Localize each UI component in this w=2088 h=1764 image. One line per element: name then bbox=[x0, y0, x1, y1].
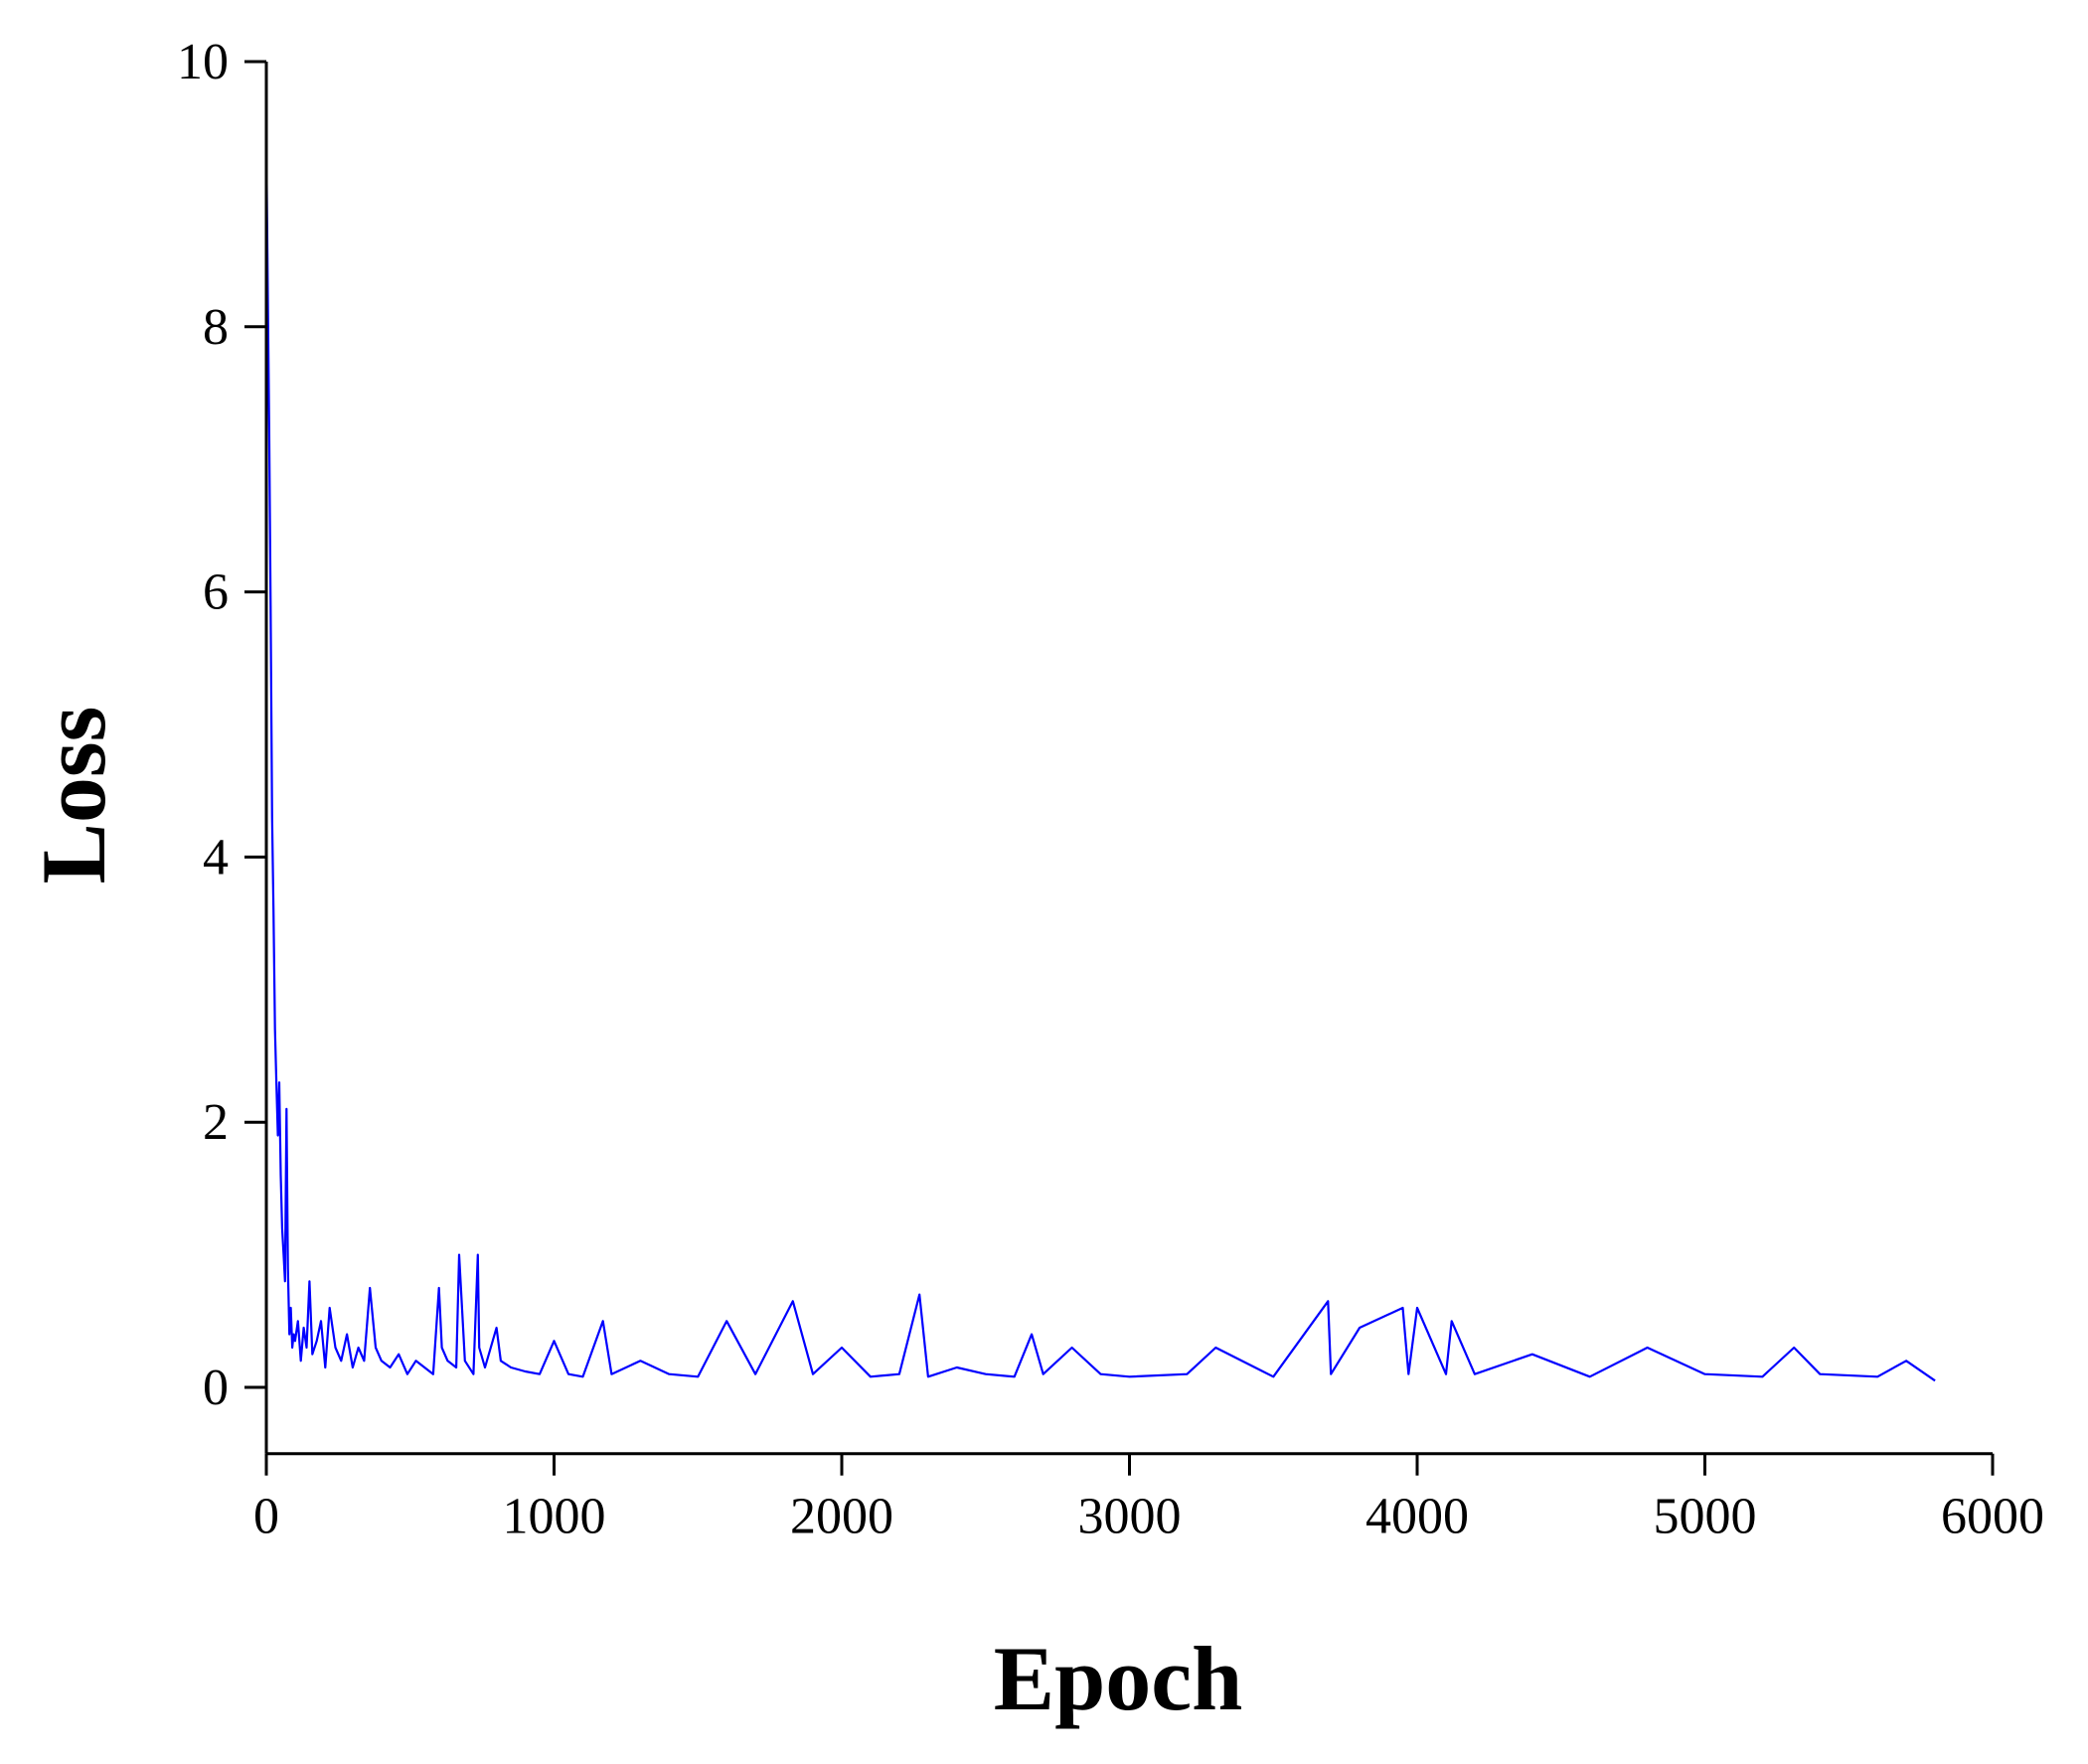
x-axis-title: Epoch bbox=[994, 1628, 1243, 1729]
plot-area bbox=[264, 140, 1936, 1382]
y-tick-label: 8 bbox=[203, 299, 229, 356]
axes: 0 2 4 6 8 10 0 1000 2000 3000 4000 5000 6000 bbox=[177, 34, 2044, 1545]
x-tick-label: 0 bbox=[253, 1489, 279, 1545]
x-tick-label: 1000 bbox=[503, 1489, 606, 1545]
x-tick-label: 3000 bbox=[1078, 1489, 1182, 1545]
y-tick-label: 2 bbox=[203, 1094, 229, 1151]
x-tick-label: 4000 bbox=[1365, 1489, 1469, 1545]
series-line-0 bbox=[264, 140, 1936, 1382]
y-tick-label: 10 bbox=[177, 34, 229, 90]
y-tick-label: 0 bbox=[203, 1360, 229, 1416]
y-axis-title: Loss bbox=[23, 707, 124, 884]
y-tick-label: 6 bbox=[203, 564, 229, 621]
x-tick-label: 5000 bbox=[1654, 1489, 1757, 1545]
x-tick-label: 6000 bbox=[1941, 1489, 2044, 1545]
y-tick-label: 4 bbox=[203, 829, 229, 885]
x-tick-label: 2000 bbox=[790, 1489, 893, 1545]
